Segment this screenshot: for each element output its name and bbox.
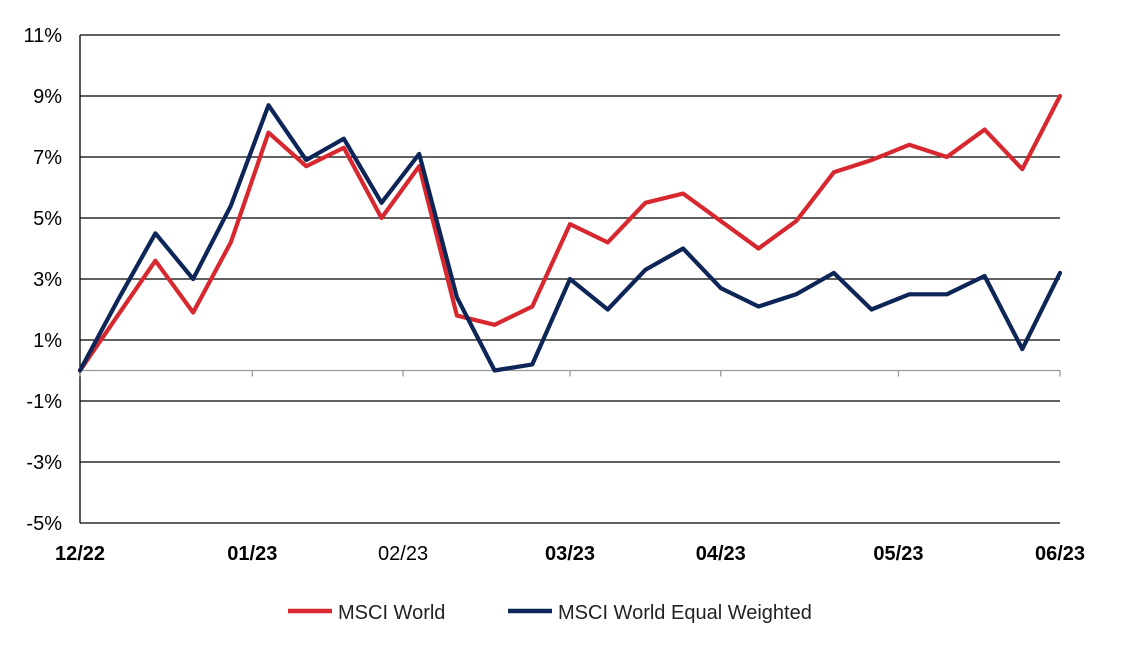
y-tick-label: -3%	[26, 452, 62, 474]
y-tick-label: 5%	[33, 208, 62, 230]
y-tick-label: 1%	[33, 330, 62, 352]
x-axis: 12/22 01/23 02/23 03/23 04/23 05/23 06/23	[55, 370, 1085, 565]
legend: MSCI World MSCI World Equal Weighted	[288, 602, 812, 624]
legend-label: MSCI World Equal Weighted	[558, 602, 812, 624]
series-layer	[77, 93, 1063, 373]
y-tick-label: 9%	[33, 86, 62, 108]
legend-item: MSCI World	[288, 602, 445, 624]
series-line-msci-world	[77, 93, 1063, 373]
x-tick-label: 05/23	[873, 543, 923, 565]
x-tick-label: 06/23	[1035, 543, 1085, 565]
y-axis: 11% 9% 7% 5% 3% 1% -1% -3% -5%	[23, 25, 81, 535]
legend-label: MSCI World	[338, 602, 445, 624]
x-tick-label: 03/23	[545, 543, 595, 565]
y-tick-label: 3%	[33, 269, 62, 291]
y-tick-label: -1%	[26, 391, 62, 413]
x-tick-label: 01/23	[227, 543, 277, 565]
y-tick-label: 11%	[23, 25, 62, 47]
x-tick-label: 04/23	[696, 543, 746, 565]
y-tick-label: 7%	[33, 147, 62, 169]
x-tick-label: 02/23	[378, 543, 428, 565]
x-tick-label: 12/22	[55, 543, 105, 565]
y-tick-label: -5%	[26, 513, 62, 535]
legend-item: MSCI World Equal Weighted	[508, 602, 812, 624]
